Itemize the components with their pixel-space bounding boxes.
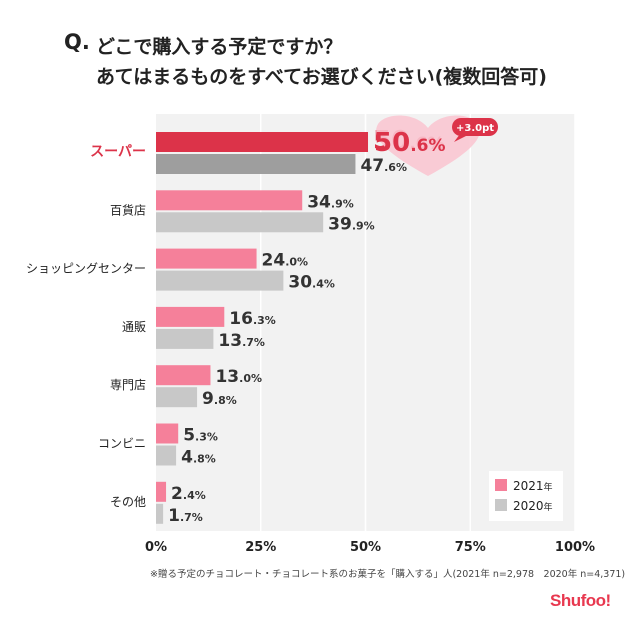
bar-2020年 — [156, 387, 198, 408]
value-label: 24.0% — [262, 251, 309, 271]
x-tick-label: 100% — [555, 540, 595, 555]
bar-2021年 — [156, 190, 303, 211]
bar-2021年 — [156, 132, 369, 152]
category-label: ショッピングセンター — [26, 262, 146, 276]
question-prefix: Q. — [64, 30, 90, 54]
value-label: 9.8% — [202, 389, 237, 409]
value-label: 13.7% — [218, 331, 265, 351]
legend-swatch — [495, 499, 507, 511]
bar-2021年 — [156, 365, 211, 386]
bar-2021年 — [156, 423, 179, 444]
bar-2020年 — [156, 154, 356, 174]
value-label: 47.6% — [360, 156, 407, 176]
x-tick-label: 25% — [245, 540, 276, 555]
bar-2020年 — [156, 503, 164, 524]
category-label: その他 — [110, 495, 146, 509]
value-label: 34.9% — [307, 192, 354, 212]
question-line-2: あてはまるものをすべてお選びください(複数回答可) — [96, 66, 547, 88]
category-label: 通販 — [122, 320, 146, 334]
value-label: 30.4% — [288, 273, 335, 293]
x-tick-label: 0% — [145, 540, 167, 555]
value-label: 39.9% — [328, 214, 375, 234]
category-label: 百貨店 — [110, 202, 146, 217]
bar-2021年 — [156, 481, 167, 502]
value-label: 5.3% — [183, 426, 218, 446]
value-label: 13.0% — [215, 367, 262, 387]
question-line-1: どこで購入する予定ですか？ — [96, 36, 343, 58]
bar-2021年 — [156, 306, 225, 327]
value-label: 2.4% — [171, 484, 206, 504]
annotation-bubble — [452, 118, 499, 136]
category-label: 専門店 — [110, 378, 146, 392]
category-label: スーパー — [90, 144, 146, 160]
footnote: ※贈る予定のチョコレート・チョコレート系のお菓子を「購入する」人(2021年 n… — [150, 569, 626, 580]
bar-2020年 — [156, 445, 177, 466]
value-label: 4.8% — [181, 448, 216, 468]
value-label: 1.7% — [168, 506, 203, 526]
highlight-value-label: 50.6% — [374, 128, 446, 158]
legend-label: 2021年 — [513, 479, 553, 493]
annotation-text: +3.0pt — [456, 123, 494, 134]
x-tick-label: 75% — [455, 540, 486, 555]
bar-2021年 — [156, 248, 257, 269]
brand-text: Shufoo! — [550, 591, 611, 610]
bar-2020年 — [156, 270, 284, 291]
x-tick-label: 50% — [350, 540, 381, 555]
legend-label: 2020年 — [513, 499, 553, 513]
bar-2020年 — [156, 212, 324, 233]
value-label: 16.3% — [229, 309, 276, 329]
legend-swatch — [495, 479, 507, 491]
annotation-bubble-tail — [454, 134, 469, 142]
shufoo-logo: Shufoo! — [550, 591, 611, 611]
category-label: コンビニ — [98, 437, 146, 451]
bar-2020年 — [156, 328, 214, 349]
